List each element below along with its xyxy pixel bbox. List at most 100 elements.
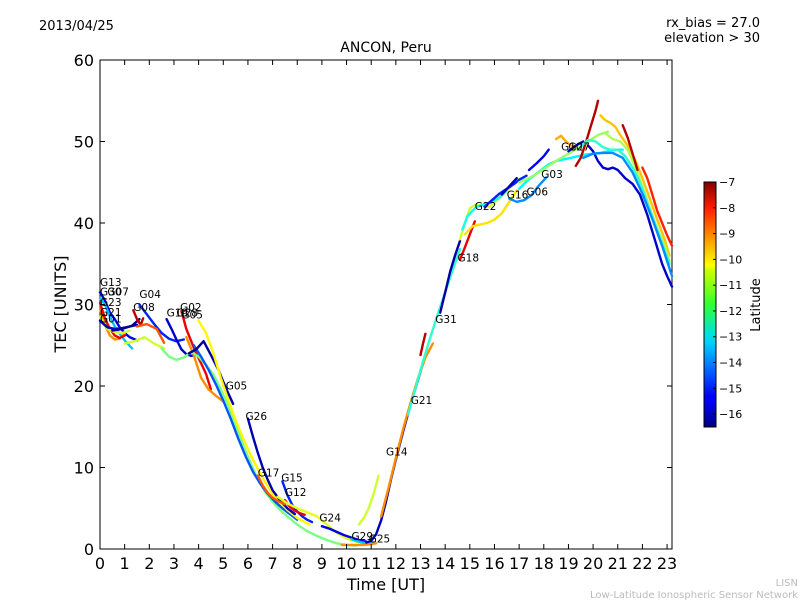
series-line-g02 [180,309,213,391]
satellite-label: G21 [411,395,433,407]
series-line-g16b [500,176,518,196]
chart-title: ANCON, Peru [340,40,431,56]
series-line-g27 [587,144,674,288]
satellite-label: G02 [180,302,202,314]
series-line-g21c [419,332,427,357]
x-tick-label: 15 [460,554,480,573]
series-line-g27e [582,151,674,278]
x-tick-label: 11 [361,554,381,573]
satellite-label: G21 [100,307,122,319]
series-line-g18 [192,344,299,521]
satellite-label: G19 [167,308,189,320]
x-tick-label: 17 [509,554,529,573]
x-tick-label: 13 [410,554,430,573]
rx-bias-label: rx_bias = 27.0 [666,16,760,31]
series-line-g10 [554,134,577,148]
y-tick-label: 20 [74,377,94,396]
colorbar [703,181,717,428]
satellite-label: G26 [246,411,268,423]
satellite-label: G30 [100,287,122,299]
satellite-label: G17 [258,468,280,480]
axes-ticks-layer: 0 1 2 3 4 5 6 7 8 9 10 11 12 13 14 15 16 17 18 19 20 21 22 2301… [74,51,678,573]
satellite-label: G16 [507,190,529,202]
y-tick-label: 60 [74,51,94,70]
x-tick-label: 23 [657,554,677,573]
satellite-label: G12 [285,487,307,499]
x-tick-label: 7 [267,554,277,573]
series-line-g18x [439,239,462,314]
series-line-g21b [379,342,434,518]
series-line-g06 [508,176,548,204]
series-line-g04b [123,335,166,350]
series-line-g03b [527,148,550,172]
satellite-label: G05 [181,309,203,321]
x-tick-label: 10 [336,554,356,573]
series-line-g08 [111,318,141,332]
x-tick-label: 14 [435,554,455,573]
colorbar-tick-label: −8 [719,202,735,215]
colorbar-tick-label: −13 [719,331,742,344]
series-line-g10b [567,140,585,153]
y-tick-label: 10 [74,459,94,478]
satellite-label: G10 [561,142,583,154]
satellite-label: G23 [100,297,122,309]
x-tick-label: 0 [95,554,105,573]
satellite-label: G04 [139,289,161,301]
colorbar-tick-label: −12 [719,305,742,318]
series-line-g29 [350,538,375,545]
colorbar-ticks-layer: −7 −8 −9 −10 −11 −12 −13 −14 −15 −16 [713,176,742,421]
x-tick-label: 18 [534,554,554,573]
x-axis-label: Time [UT] [346,575,425,594]
colorbar-tick-label: −15 [719,382,742,395]
satellite-label: G18 [458,252,480,264]
series-line-g24b [320,525,368,543]
colorbar-label: Latitude [749,278,764,332]
series-line-g27f [621,123,639,172]
x-tick-label: 1 [120,554,130,573]
colorbar-tick-label: −9 [719,228,735,241]
satellite-label: G03 [541,169,563,181]
satellite-label: G14 [386,446,408,458]
satellite-label: G25 [369,534,391,546]
satellite-label: G28 [176,308,198,320]
x-tick-label: 9 [317,554,327,573]
y-axis-label: TEC [UNITS] [51,256,70,354]
series-line-g13 [98,291,139,342]
series-line-g02x [574,99,600,168]
series-line-g08b [132,309,145,327]
series-line-g03c [517,130,610,184]
y-tick-label: 40 [74,214,94,233]
satellite-label: G29 [352,531,374,543]
satellite-label: G24 [319,512,341,524]
series-line-g31 [407,247,462,416]
x-tick-label: 20 [583,554,603,573]
colorbar-tick-label: −14 [719,357,742,370]
series-line-g22c [463,189,518,236]
satellite-label: G13 [100,277,122,289]
y-tick-label: 0 [84,540,94,559]
series-line-g17 [256,474,287,506]
x-tick-label: 21 [608,554,628,573]
x-tick-label: 5 [218,554,228,573]
footer-lisn: LISN [776,578,798,589]
satellite-label: G08 [133,302,155,314]
satellite-label: G31 [435,314,457,326]
y-tick-label: 30 [74,296,94,315]
series-layer [98,99,674,547]
x-tick-label: 19 [558,554,578,573]
x-tick-label: 22 [632,554,652,573]
colorbar-tick-label: −10 [719,253,742,266]
series-line-g05 [187,340,235,406]
series-line-g26 [246,417,296,516]
x-tick-label: 12 [386,554,406,573]
series-line-g14b [357,474,380,526]
colorbar-tick-label: −16 [719,408,742,421]
x-tick-label: 2 [144,554,154,573]
x-tick-label: 4 [194,554,204,573]
x-tick-label: 6 [243,554,253,573]
series-line-g27g [641,166,674,248]
satellite-label: G22 [475,201,497,213]
